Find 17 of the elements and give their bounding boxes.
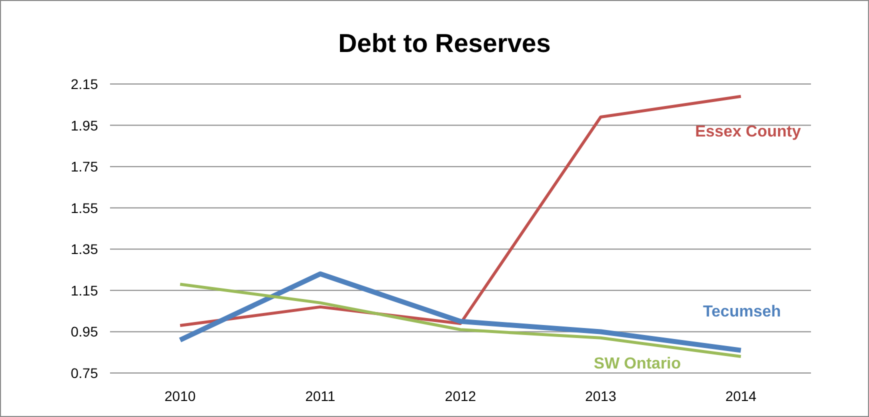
y-tick-label: 0.95: [70, 324, 98, 340]
y-tick-label: 2.15: [70, 76, 98, 92]
y-tick-label: 1.75: [70, 158, 98, 175]
x-tick-label: 2014: [725, 388, 757, 404]
y-tick-label: 1.35: [70, 241, 98, 258]
series-label: Tecumseh: [702, 303, 781, 320]
y-tick-label: 1.95: [70, 117, 98, 134]
series-label: Essex County: [695, 123, 801, 140]
x-tick-label: 2012: [444, 388, 476, 404]
x-tick-label: 2011: [305, 388, 336, 404]
y-tick-label: 1.15: [70, 282, 98, 298]
y-tick-label: 1.55: [70, 200, 98, 216]
series-label: SW Ontario: [594, 355, 682, 372]
chart-title: Debt to Reserves: [338, 28, 551, 58]
y-tick-label: 0.75: [70, 365, 98, 381]
x-tick-label: 2013: [585, 388, 616, 404]
x-tick-label: 2010: [164, 388, 196, 404]
